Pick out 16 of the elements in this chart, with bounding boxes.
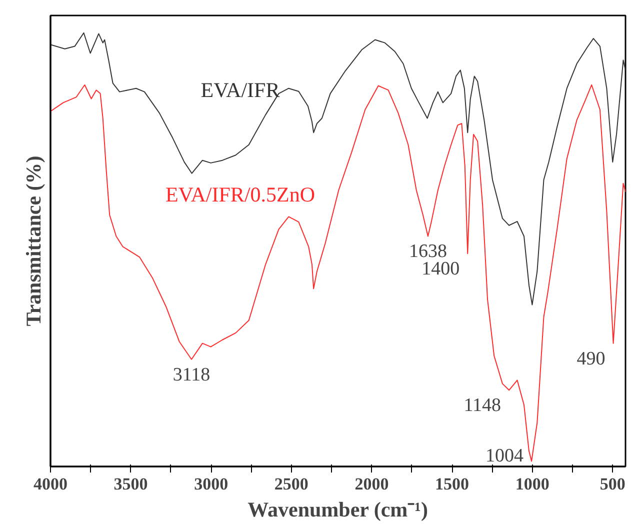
y-axis-title: Transmittance (%)	[22, 156, 46, 326]
x-axis-title: Wavenumber (cm⁻¹)	[248, 498, 428, 522]
series-label: EVA/IFR	[200, 78, 280, 102]
x-tick-label: 3500	[114, 474, 148, 494]
x-tick-label: 4000	[34, 474, 68, 494]
annotation: 3118	[172, 364, 210, 386]
annotation: 1004	[486, 445, 524, 466]
annotation: 490	[576, 348, 606, 370]
x-tick-label: 500	[600, 474, 626, 494]
x-tick-label: 1500	[435, 474, 470, 494]
x-tick-label: 3000	[194, 474, 228, 494]
x-tick-label: 1000	[515, 474, 550, 494]
x-tick-label: 2500	[274, 474, 308, 494]
x-tick-label: 2000	[354, 474, 389, 494]
annotation: 1148	[464, 395, 502, 416]
series-label: EVA/IFR/0.5ZnO	[165, 182, 316, 206]
